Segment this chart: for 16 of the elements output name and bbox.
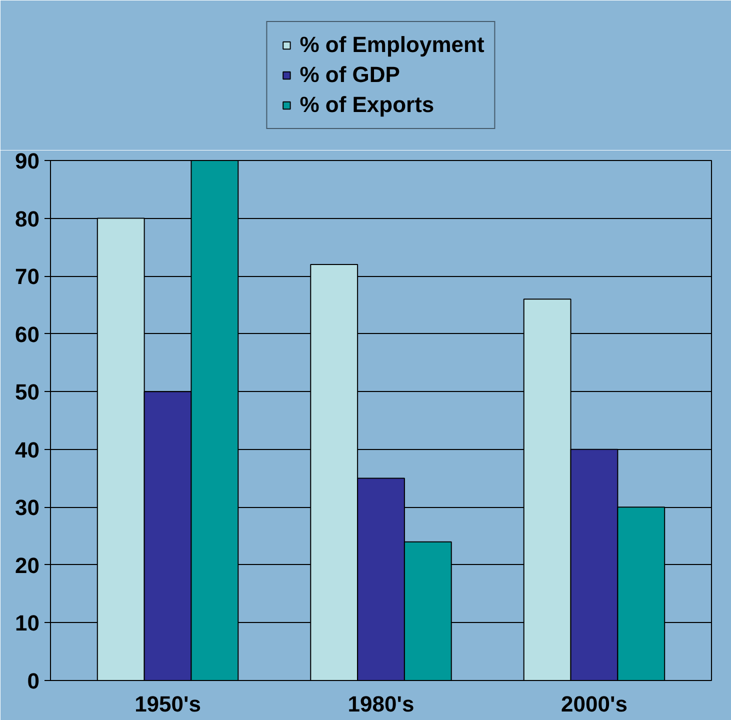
y-tick-label: 60 (15, 322, 40, 347)
legend-label: % of Employment (300, 32, 484, 58)
legend-label: % of GDP (300, 62, 400, 88)
legend-label: % of Exports (300, 92, 434, 118)
y-tick-label: 10 (15, 610, 40, 636)
x-tick-label: 1980's (348, 692, 414, 716)
x-tick-label: 1950's (134, 692, 201, 716)
y-tick-label: 0 (27, 668, 40, 694)
x-tick-label: 2000's (561, 692, 628, 716)
y-tick-label: 80 (15, 206, 40, 232)
y-tick-label: 70 (15, 264, 40, 290)
y-tick-label: 20 (15, 552, 40, 578)
y-tick-label: 90 (15, 148, 40, 174)
y-tick-label: 50 (15, 380, 40, 405)
y-tick-label: 30 (15, 495, 40, 520)
y-tick-label: 40 (15, 437, 40, 462)
